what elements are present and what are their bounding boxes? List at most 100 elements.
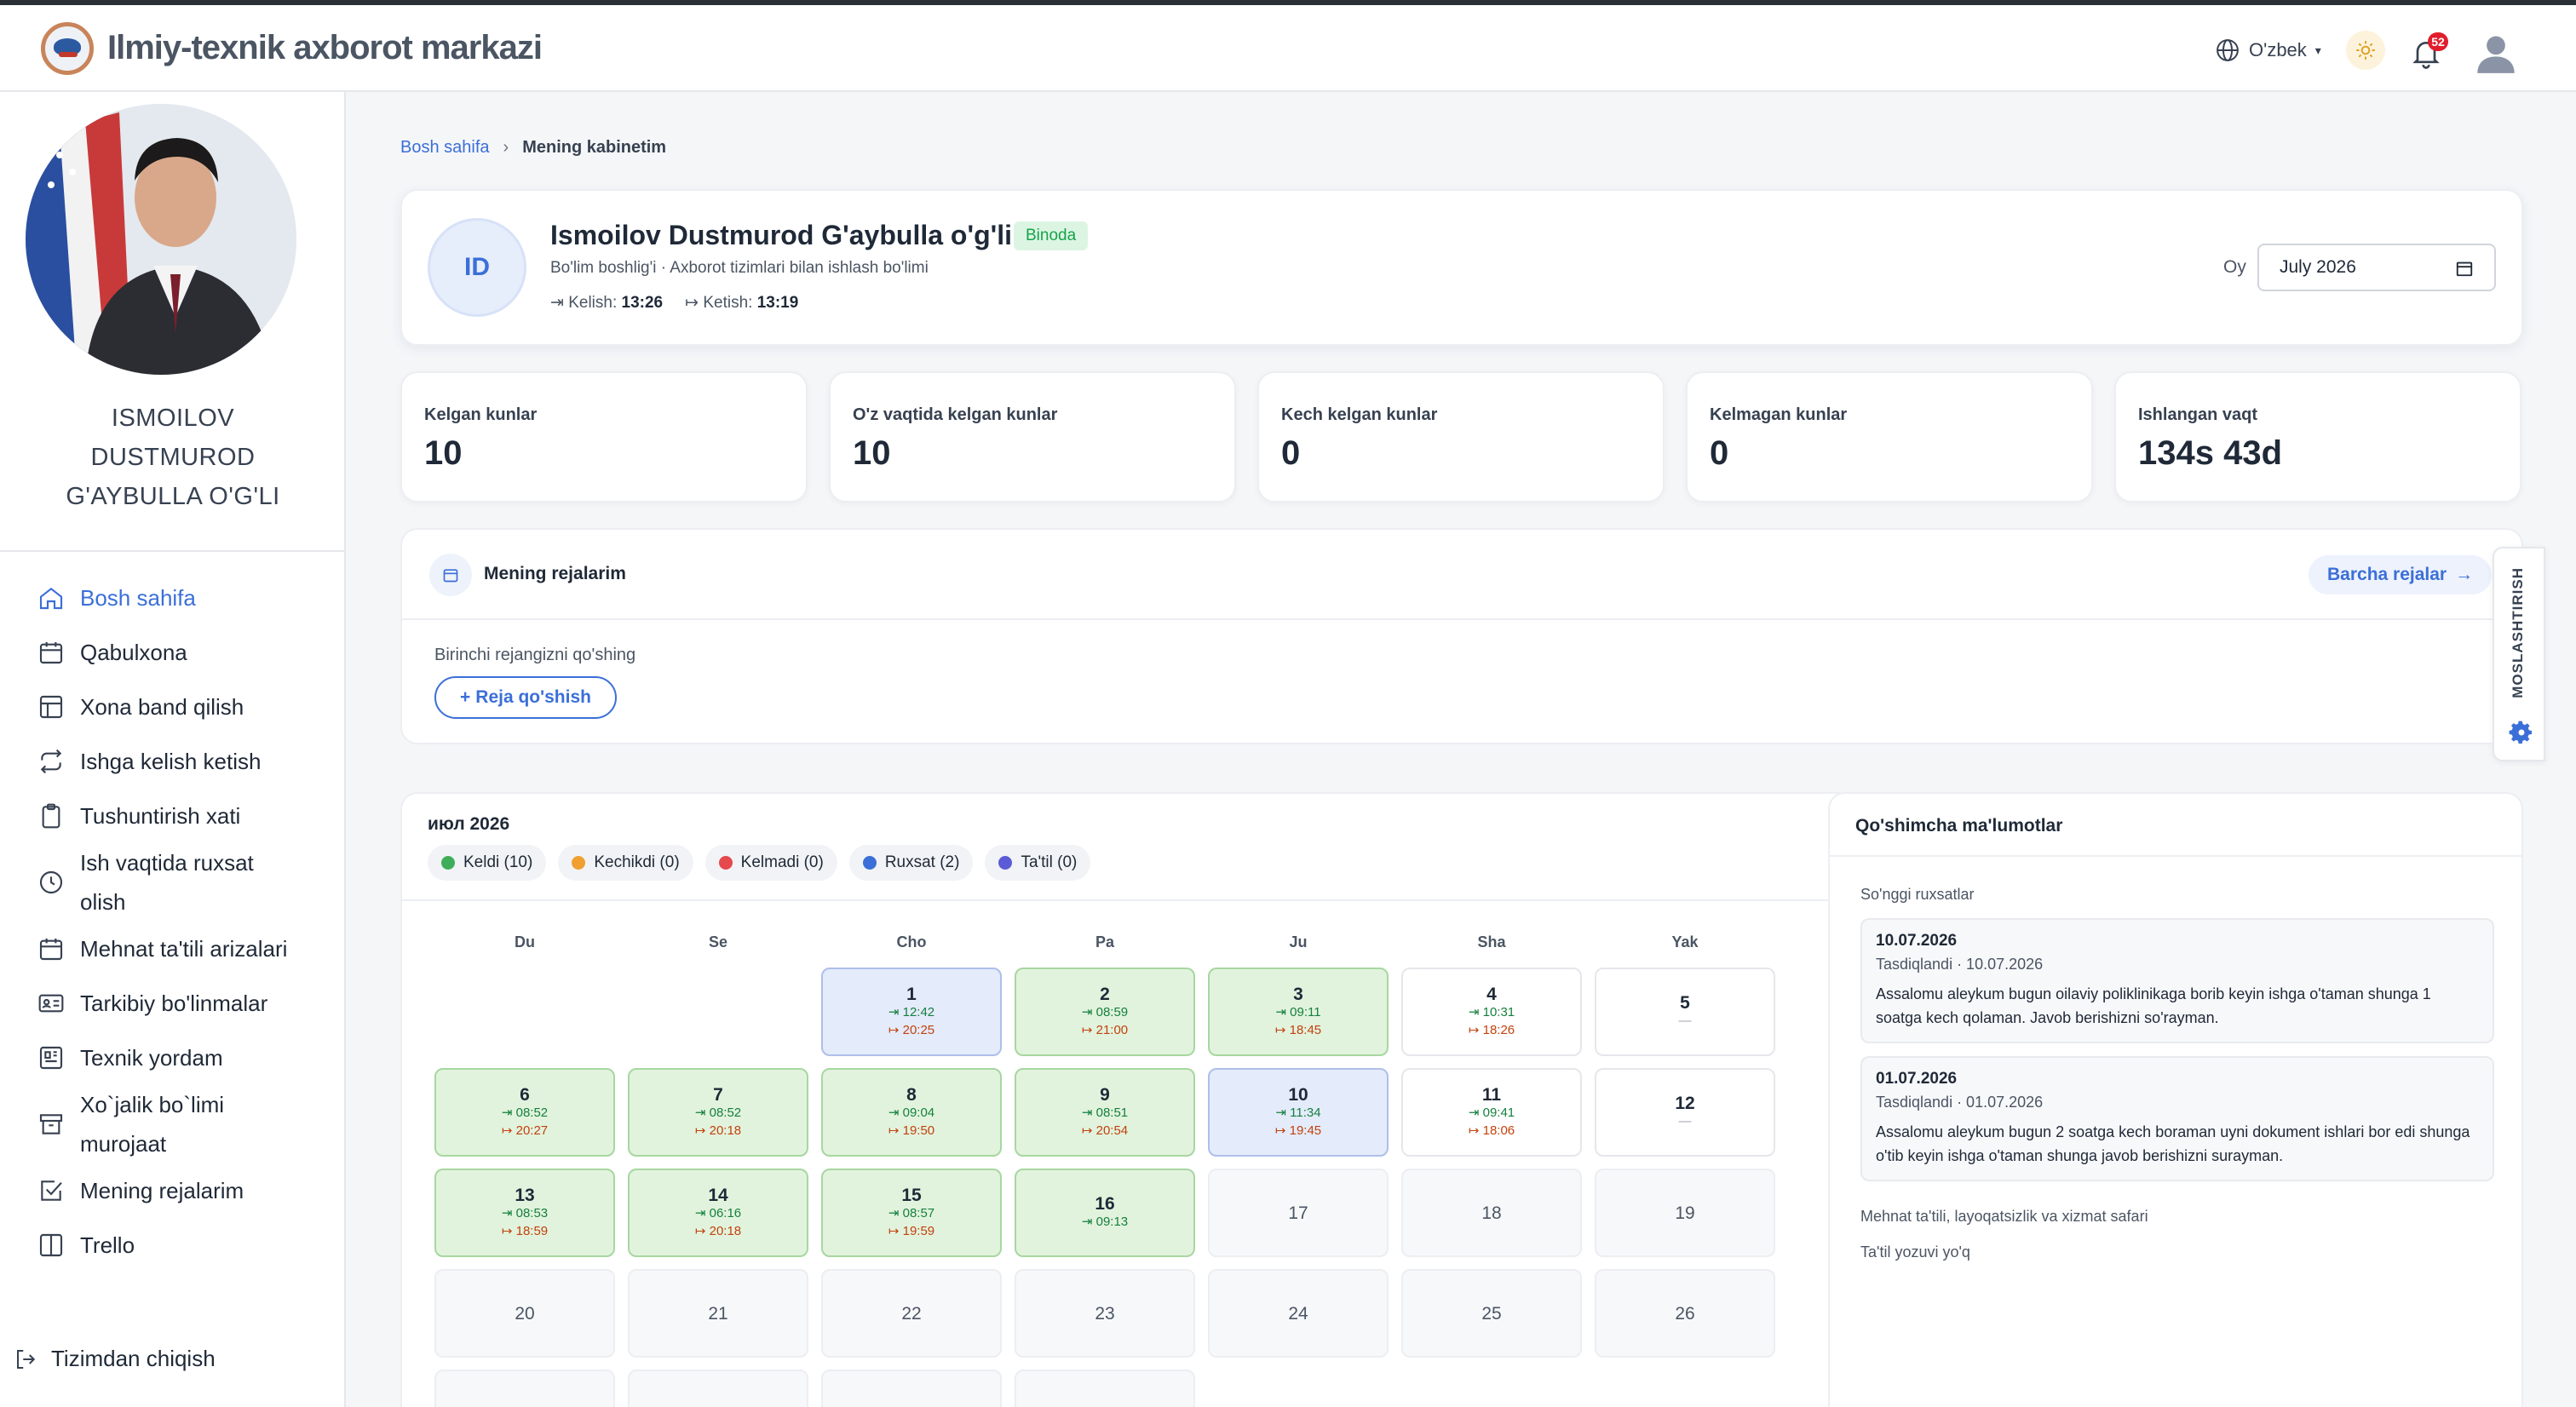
- calendar-day[interactable]: 5—: [1595, 968, 1775, 1056]
- day-number: 21: [708, 1303, 728, 1324]
- profile-name-line: ISMOILOV: [111, 405, 235, 432]
- sidebar-item-mehnat-tatili[interactable]: Mehnat ta'tili arizalari: [0, 922, 346, 976]
- calendar-day[interactable]: 14 ⇥ 06:16 ↦ 20:18: [628, 1169, 808, 1257]
- sidebar-item-label: Qabulxona: [80, 640, 187, 665]
- login-arrow-icon: ⇥: [550, 294, 564, 312]
- calendar-day[interactable]: 6 ⇥ 08:52 ↦ 20:27: [434, 1068, 615, 1157]
- stat-value: 0: [1281, 434, 1301, 472]
- day-number: 11: [1481, 1084, 1502, 1105]
- calendar-day[interactable]: 4 ⇥ 10:31 ↦ 18:26: [1401, 968, 1582, 1056]
- chevron-right-icon: ›: [503, 138, 509, 157]
- legend-chip[interactable]: Keldi (10): [428, 845, 547, 881]
- calendar-day[interactable]: 23: [1015, 1269, 1195, 1358]
- calendar-icon[interactable]: [2455, 259, 2474, 278]
- day-arrival-time: ⇥ 11:34: [1275, 1105, 1321, 1120]
- add-plan-button[interactable]: + Reja qo'shish: [434, 676, 617, 719]
- permission-text: Assalomu aleykum bugun oilaviy poliklini…: [1876, 985, 2431, 1026]
- day-number: 18: [1481, 1203, 1502, 1223]
- legend-chip[interactable]: Ruxsat (2): [848, 845, 974, 881]
- logout-button[interactable]: Tizimdan chiqish: [14, 1346, 216, 1372]
- calendar-day[interactable]: 17: [1208, 1169, 1389, 1257]
- calendar-day[interactable]: 22: [821, 1269, 1002, 1358]
- calendar-day[interactable]: 11 ⇥ 09:41 ↦ 18:06: [1401, 1068, 1582, 1157]
- globe-icon: [2217, 39, 2239, 61]
- calendar-day-placeholder: [434, 1370, 615, 1407]
- notifications-button[interactable]: 52: [2407, 31, 2448, 70]
- sidebar-item-bosh-sahifa[interactable]: Bosh sahifa: [0, 571, 346, 625]
- sidebar-item-xojalik-bolimi[interactable]: Xo`jalik bo`limi murojaat: [0, 1085, 346, 1163]
- sidebar-item-qabulxona[interactable]: Qabulxona: [0, 625, 346, 680]
- month-label: Oy: [2223, 257, 2246, 277]
- day-departure-time: ↦ 21:00: [1081, 1022, 1129, 1037]
- calendar-day[interactable]: 20: [434, 1269, 615, 1358]
- breadcrumb-home-link[interactable]: Bosh sahifa: [400, 138, 490, 157]
- sidebar-item-ish-vaqtida-ruxsat[interactable]: Ish vaqtida ruxsat olish: [0, 843, 346, 922]
- sidebar-item-tarkibiy-bolinmalar[interactable]: Tarkibiy bo'linmalar: [0, 976, 346, 1031]
- sidebar-item-trello[interactable]: Trello: [0, 1218, 346, 1272]
- profile-full-name: Ismoilov Dustmurod G'aybulla o'g'li: [550, 220, 1012, 250]
- day-number: 25: [1481, 1303, 1502, 1324]
- profile-name: ISMOILOV DUSTMUROD G'AYBULLA O'G'LI: [0, 399, 346, 516]
- sidebar-item-texnik-yordam[interactable]: Texnik yordam: [0, 1031, 346, 1085]
- calendar-day[interactable]: 21: [628, 1269, 808, 1358]
- theme-toggle-button[interactable]: [2346, 31, 2385, 70]
- calendar-day[interactable]: 15 ⇥ 08:57 ↦ 19:59: [821, 1169, 1002, 1257]
- stat-label: O'z vaqtida kelgan kunlar: [853, 405, 1058, 424]
- profile-card: ID Ismoilov Dustmurod G'aybulla o'g'li B…: [400, 189, 2523, 346]
- customize-side-tab[interactable]: MOSLASHTIRISH: [2493, 547, 2545, 761]
- sidebar-item-xona-band-qilish[interactable]: Xona band qilish: [0, 680, 346, 734]
- legend-chip[interactable]: Kelmadi (0): [704, 845, 837, 881]
- calendar-day[interactable]: 16 ⇥ 09:13: [1015, 1169, 1195, 1257]
- calendar-day[interactable]: 3 ⇥ 09:11 ↦ 18:45: [1208, 968, 1389, 1056]
- sidebar-item-mening-rejalarim[interactable]: Mening rejalarim: [0, 1163, 346, 1218]
- legend-chip[interactable]: Kechikdi (0): [558, 845, 693, 881]
- calendar-day-placeholder: [628, 1370, 808, 1407]
- all-plans-button[interactable]: Barcha rejalar →: [2309, 555, 2493, 594]
- stat-card-ishlangan: Ishlangan vaqt 134s 43d: [2114, 371, 2521, 502]
- plans-card: Mening rejalarim Barcha rejalar → Birinc…: [400, 528, 2523, 744]
- calendar-icon: [39, 642, 63, 664]
- sidebar-item-ishga-kelish-ketish[interactable]: Ishga kelish ketish: [0, 734, 346, 789]
- calendar-day[interactable]: 26: [1595, 1269, 1775, 1358]
- gear-icon: [2509, 721, 2532, 744]
- arrival-label: Kelish:: [568, 294, 618, 312]
- user-menu-avatar[interactable]: [2474, 31, 2518, 75]
- day-number: 13: [515, 1185, 535, 1205]
- app-title[interactable]: Ilmiy-texnik axborot markazi: [107, 29, 543, 66]
- calendar-day[interactable]: 10 ⇥ 11:34 ↦ 19:45: [1208, 1068, 1389, 1157]
- calendar-day[interactable]: 9 ⇥ 08:51 ↦ 20:54: [1015, 1068, 1195, 1157]
- calendar-day[interactable]: 25: [1401, 1269, 1582, 1358]
- day-number: 2: [1100, 984, 1110, 1004]
- calendar-day[interactable]: 19: [1595, 1169, 1775, 1257]
- calendar-day[interactable]: 7 ⇥ 08:52 ↦ 20:18: [628, 1068, 808, 1157]
- sidebar-item-tushuntirish-xati[interactable]: Tushuntirish xati: [0, 789, 346, 843]
- sun-icon: [2356, 41, 2375, 60]
- check-square-icon: [41, 1180, 62, 1201]
- permission-item: 10.07.2026 Tasdiqlandi · 10.07.2026 Assa…: [1860, 918, 2494, 1043]
- legend-chip[interactable]: Ta'til (0): [985, 845, 1091, 881]
- calendar-day[interactable]: 18: [1401, 1169, 1582, 1257]
- weekday-header: Sha: [1477, 933, 1506, 950]
- calendar-day[interactable]: 8 ⇥ 09:04 ↦ 19:50: [821, 1068, 1002, 1157]
- sidebar-item-label: Trello: [80, 1232, 135, 1258]
- day-number: 6: [520, 1084, 530, 1105]
- calendar-day[interactable]: 1 ⇥ 12:42 ↦ 20:25: [821, 968, 1002, 1056]
- calendar-day[interactable]: 12—: [1595, 1068, 1775, 1157]
- day-departure-time: ↦ 19:45: [1274, 1123, 1322, 1138]
- legend-dot: [441, 856, 455, 870]
- calendar-day[interactable]: 24: [1208, 1269, 1389, 1358]
- calendar-day[interactable]: 2 ⇥ 08:59 ↦ 21:00: [1015, 968, 1195, 1056]
- permission-item: 01.07.2026 Tasdiqlandi · 01.07.2026 Assa…: [1860, 1056, 2494, 1181]
- calendar-icon: [39, 939, 63, 961]
- language-selector[interactable]: O'zbek ▾: [2215, 37, 2321, 63]
- day-arrival-time: ⇥ 08:51: [1081, 1105, 1129, 1120]
- calendar-day[interactable]: 13 ⇥ 08:53 ↦ 18:59: [434, 1169, 615, 1257]
- day-arrival-time: ⇥ 09:13: [1081, 1215, 1129, 1229]
- day-number: 10: [1288, 1084, 1308, 1105]
- logo[interactable]: [41, 22, 94, 75]
- day-departure-time: ↦ 20:18: [694, 1123, 742, 1138]
- logout-icon: [17, 1349, 36, 1369]
- month-picker-input[interactable]: July 2026: [2257, 244, 2496, 291]
- legend-label: Ta'til (0): [1021, 853, 1078, 871]
- calendar-icon: [429, 554, 472, 596]
